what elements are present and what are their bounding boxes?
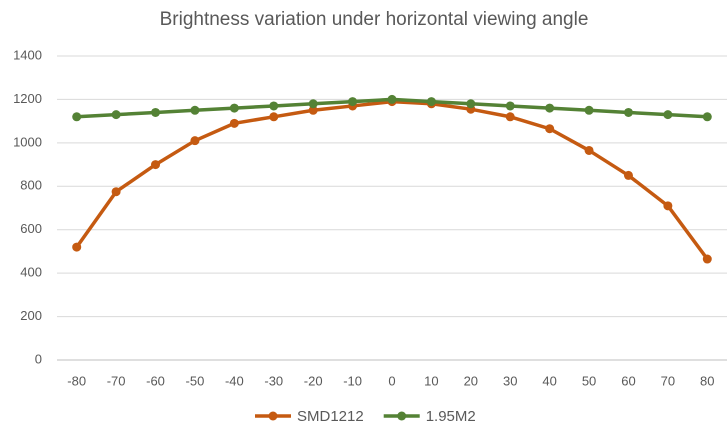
data-point — [387, 94, 397, 104]
y-tick-label: 0 — [35, 351, 42, 366]
data-point — [663, 201, 673, 211]
data-point — [269, 101, 279, 111]
data-point — [702, 112, 712, 122]
y-tick-label: 1000 — [13, 134, 42, 149]
x-tick-label: 20 — [464, 373, 478, 388]
data-point — [111, 110, 121, 120]
data-point — [426, 97, 436, 107]
x-tick-label: 80 — [700, 373, 714, 388]
x-tick-label: 40 — [542, 373, 556, 388]
data-point — [623, 107, 633, 117]
data-point — [229, 103, 239, 113]
y-tick-label: 400 — [20, 265, 42, 280]
x-tick-label: 50 — [582, 373, 596, 388]
data-point — [229, 118, 239, 128]
data-point — [545, 103, 555, 113]
x-tick-label: 30 — [503, 373, 517, 388]
data-point — [584, 105, 594, 115]
x-tick-label: -20 — [304, 373, 323, 388]
y-tick-label: 1400 — [13, 47, 42, 62]
data-point — [348, 97, 358, 107]
y-tick-label: 200 — [20, 308, 42, 323]
x-tick-label: -10 — [343, 373, 362, 388]
legend-label: SMD1212 — [297, 408, 364, 425]
y-tick-label: 1200 — [13, 91, 42, 106]
data-point — [466, 99, 476, 109]
data-point — [308, 99, 318, 109]
data-point — [505, 112, 515, 122]
legend-label: 1.95M2 — [426, 408, 476, 425]
data-point — [545, 124, 555, 134]
x-tick-label: -60 — [146, 373, 165, 388]
data-point — [623, 170, 633, 180]
y-tick-label: 600 — [20, 221, 42, 236]
x-tick-label: 0 — [388, 373, 395, 388]
data-point — [663, 110, 673, 120]
data-point — [584, 145, 594, 155]
data-point — [151, 107, 161, 117]
x-tick-label: -40 — [225, 373, 244, 388]
series-line — [75, 99, 709, 261]
data-point — [151, 160, 161, 170]
data-point — [190, 136, 200, 146]
data-point — [505, 101, 515, 111]
x-tick-label: 10 — [424, 373, 438, 388]
legend-marker — [268, 411, 278, 421]
data-point — [269, 112, 279, 122]
data-point — [190, 105, 200, 115]
x-tick-label: 60 — [621, 373, 635, 388]
legend-marker — [397, 411, 407, 421]
data-point — [72, 112, 82, 122]
x-tick-label: -50 — [186, 373, 205, 388]
data-point — [72, 242, 82, 252]
x-tick-label: -80 — [67, 373, 86, 388]
data-point — [702, 254, 712, 264]
chart-title: Brightness variation under horizontal vi… — [160, 9, 589, 30]
x-tick-label: -70 — [107, 373, 126, 388]
y-tick-label: 800 — [20, 178, 42, 193]
data-point — [111, 187, 121, 197]
data-point — [308, 105, 318, 115]
x-tick-label: -30 — [264, 373, 283, 388]
x-tick-label: 70 — [661, 373, 675, 388]
